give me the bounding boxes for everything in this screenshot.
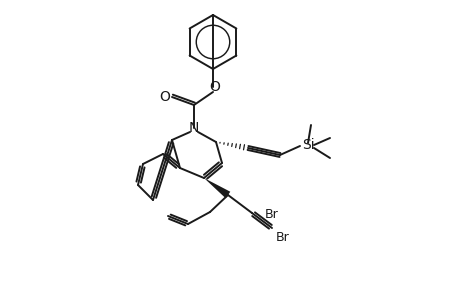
Text: N: N [188,121,199,135]
Text: O: O [209,80,220,94]
Polygon shape [203,178,230,198]
Text: Si: Si [301,138,313,152]
Text: O: O [159,90,170,104]
Text: Br: Br [275,232,289,244]
Text: Br: Br [264,208,278,221]
